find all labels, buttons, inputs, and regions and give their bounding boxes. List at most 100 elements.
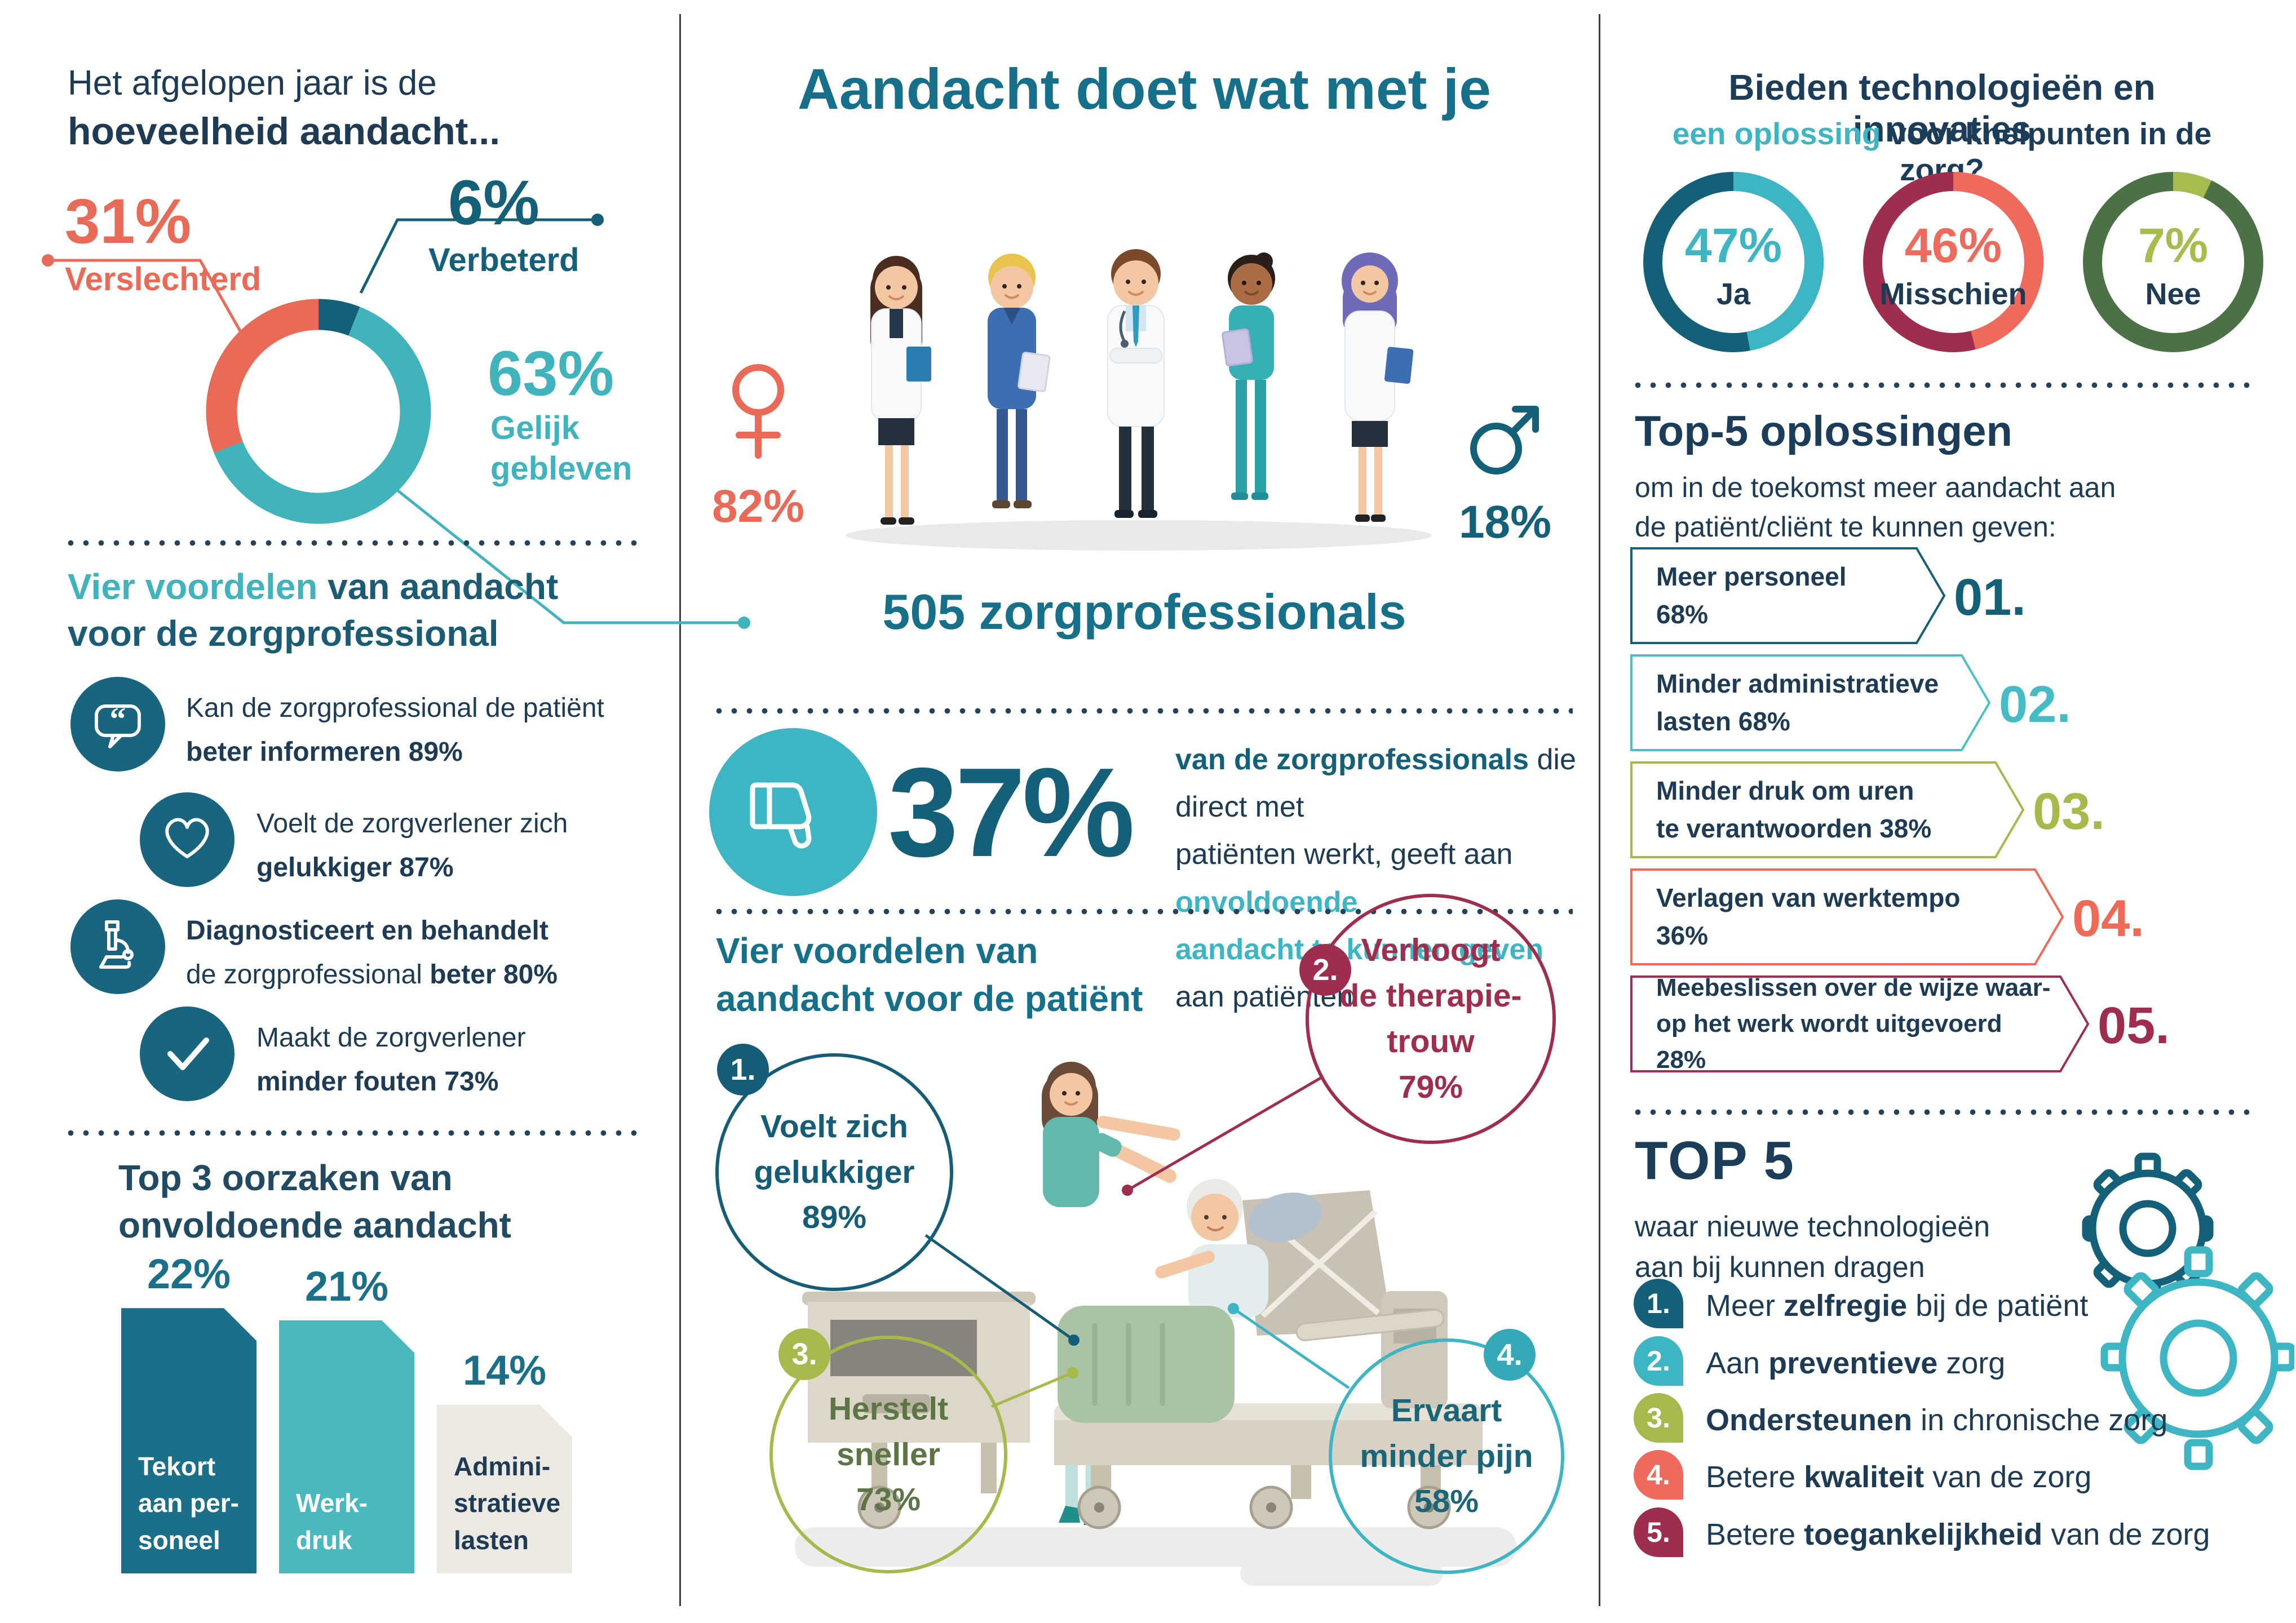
tech-question-rest: voor knelpunten in de zorg? [1881, 116, 2212, 187]
gauge-ja-label: Ja [1716, 277, 1751, 311]
top3-title: Top 3 oorzaken van onvoldoende aandacht [118, 1154, 511, 1249]
patient-title-line2: aandacht voor de patiënt [716, 978, 1143, 1019]
donut-worse-pct: 31% [65, 186, 192, 256]
leader-dot-worse [42, 254, 54, 267]
thumbs-down-icon [750, 782, 812, 849]
benefit-row-4: Maakt de zorgverlener minder fouten 73% [256, 1016, 526, 1104]
top5-tech-title: TOP 5 [1635, 1130, 1795, 1191]
benefit-row-2: Voelt de zorgverlener zich gelukkiger 87… [256, 802, 568, 890]
thumbs-down-circle [709, 728, 877, 896]
bar-3-label: Admini-stratieve lasten [454, 1452, 561, 1555]
nurse-figure [1042, 1062, 1180, 1525]
top3-title-line2: onvoldoende aandacht [118, 1205, 511, 1246]
benefit-4-line1: Maakt de zorgverlener [256, 1023, 526, 1053]
benefits-title: Vier voordelen van aandacht voor de zorg… [68, 564, 558, 657]
bar-1-label: Tekort aan per-soneel [138, 1452, 239, 1555]
solution-box-2: Minder administratieve lasten 68% [1630, 654, 1991, 751]
donut-better-label: Verbeterd [428, 242, 579, 278]
benefit-2-line1: Voelt de zorgverlener zich [256, 809, 568, 839]
female-pct: 82% [711, 481, 805, 532]
gears-icon [2082, 1152, 2294, 1470]
tech-item-1: Meer zelfregie bij de patiënt [1706, 1289, 2089, 1323]
bar-3-pct: 14% [462, 1347, 547, 1394]
benefit-icon-circle [140, 1006, 235, 1101]
separator-center-2 [716, 908, 1573, 915]
person-female-doctor-hijab [1342, 252, 1414, 522]
donut-same-label2: gebleven [490, 450, 632, 487]
column-divider-left [679, 14, 681, 1606]
benefit-3-line2b: beter 80% [430, 959, 558, 990]
patient-benefit-2-circle: Verhoogt de therapie- trouw 79% [1306, 894, 1556, 1144]
leader-dot-better [591, 214, 604, 226]
person-female-doctor [870, 256, 931, 525]
solution-box-1: Meer personeel 68% [1630, 547, 1946, 644]
patient-benefit-3-circle: Herstelt sneller 73% [769, 1336, 1007, 1573]
tech-item-2: Aan preventieve zorg [1706, 1346, 2006, 1380]
tech-question-line2: een oplossing voor knelpunten in de zorg… [1635, 116, 2249, 188]
column-divider-right [1599, 14, 1600, 1606]
top5-tech-subtitle: waar nieuwe technologieën aan bij kunnen… [1635, 1210, 1990, 1284]
separator-right-1 [1635, 382, 2249, 388]
patient-benefit-4-circle: Ervaart minder pijn 58% [1329, 1338, 1564, 1574]
benefit-icon-circle [140, 792, 235, 887]
patient-benefit-leaders [924, 1075, 1350, 1408]
gauge-nee-label: Nee [2145, 277, 2201, 311]
solution-number-5: 05. [2098, 997, 2170, 1054]
benefit-3-line2a: de zorgprofessional [186, 959, 430, 990]
bar-2-pct: 21% [304, 1262, 389, 1310]
separator-center-1 [716, 708, 1573, 714]
left-intro-title: Het afgelopen jaar is de hoeveelheid aan… [68, 61, 500, 156]
gauge-ja: 47% Ja [1638, 166, 1829, 358]
top5-solutions-subtitle: om in de toekomst meer aandacht aan de p… [1635, 472, 2116, 543]
gauge-misschien-label: Misschien [1879, 277, 2027, 311]
patient-benefit-1-number: 1. [717, 1044, 769, 1096]
benefits-title-rest: van aandacht [317, 566, 559, 607]
healthcare-professionals-illustration [846, 249, 1432, 551]
patient-title-line1: Vier voordelen van [716, 930, 1038, 971]
leader-line-worse [48, 259, 245, 338]
benefits-title-line2: voor de zorgprofessional [68, 613, 499, 654]
bar-1-pct: 22% [147, 1250, 231, 1298]
patient-benefit-1-circle: Voelt zich gelukkiger 89% [715, 1053, 953, 1291]
person-female-nurse [1222, 252, 1275, 500]
benefit-row-1: Kan de zorgprofessional de patiënt beter… [186, 686, 604, 774]
svg-text:“: “ [110, 700, 126, 737]
top3-title-line1: Top 3 oorzaken van [118, 1158, 453, 1198]
leader-line-same [396, 489, 744, 624]
tech-item-4: Betere kwaliteit van de zorg [1706, 1460, 2092, 1494]
microscope-icon [99, 920, 134, 969]
benefits-title-accent: Vier voordelen [68, 566, 318, 607]
patient-benefit-2-number: 2. [1299, 944, 1351, 996]
donut-same-pct: 63% [488, 338, 614, 409]
donut-worse-label: Verslechterd [65, 261, 262, 298]
donut-same-label1: Gelijk [490, 410, 579, 446]
benefit-2-line2: gelukkiger 87% [256, 852, 454, 883]
gauge-misschien: 46% Misschien [1857, 166, 2049, 358]
quote-bubble-icon: “ [95, 700, 141, 748]
solution-box-5: Meebeslissen over de wijze waar- op het … [1630, 974, 2090, 1074]
donut-better-pct: 6% [448, 167, 539, 238]
tech-item-3: Ondersteunen in chronische zorg [1706, 1403, 2168, 1437]
bar-2-label: Werk-druk [296, 1488, 368, 1555]
tech-item-5-badge: 5. [1634, 1507, 1683, 1557]
solution-box-3: Minder druk om uren te verantwoorden 38% [1630, 761, 2025, 858]
benefit-1-line1: Kan de zorgprofessional de patiënt [186, 693, 604, 723]
solution-box-4: Verlagen van werktempo 36% [1630, 868, 2064, 965]
check-icon [167, 1037, 209, 1070]
top5-solutions-title: Top-5 oplossingen [1635, 407, 2012, 455]
tech-item-5: Betere toegankelijkheid van de zorg [1706, 1518, 2210, 1551]
tech-item-3-badge: 3. [1634, 1393, 1683, 1443]
gauge-ja-pct: 47% [1684, 219, 1782, 273]
stat37-s1: die direct met [1175, 743, 1576, 824]
tech-question-accent: een oplossing [1672, 116, 1881, 151]
benefit-4-line2: minder fouten 73% [256, 1066, 499, 1097]
person-male-nurse [988, 254, 1051, 508]
male-pct: 18% [1458, 496, 1552, 548]
tech-question-line1: Bieden technologieën en innovaties [1728, 67, 2156, 149]
tech-item-1-badge: 1. [1634, 1279, 1683, 1328]
separator-left-2 [68, 1130, 643, 1136]
solution-number-1: 01. [1954, 569, 2026, 626]
benefit-row-3: Diagnosticeert en behandelt de zorgprofe… [186, 909, 558, 997]
person-male-doctor [1107, 249, 1165, 518]
